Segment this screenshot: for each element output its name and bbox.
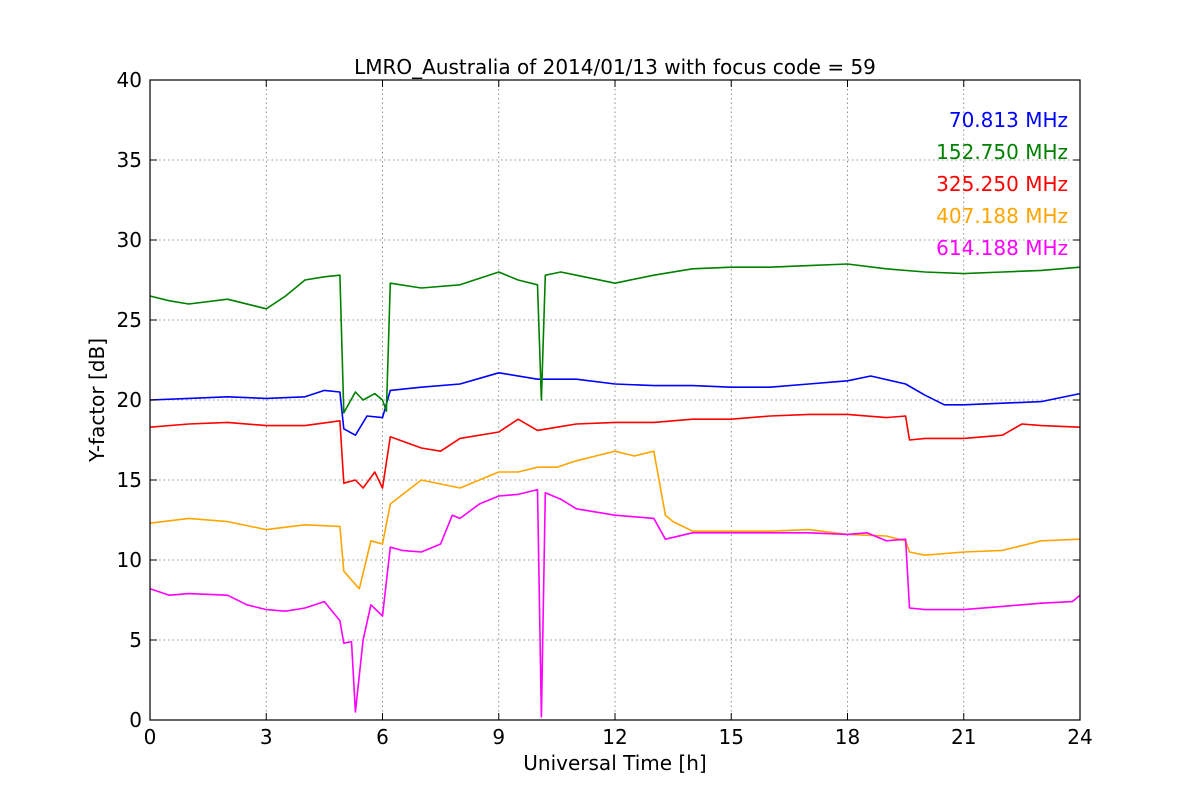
series-line-152-750-mhz xyxy=(149,263,1081,414)
series-group xyxy=(149,263,1081,718)
y-tick-label: 40 xyxy=(117,68,142,92)
legend-entry: 152.750 MHz xyxy=(936,140,1068,164)
x-tick-label: 18 xyxy=(835,725,860,749)
series-line-70-813-mhz xyxy=(149,371,1081,437)
x-tick-label: 9 xyxy=(492,725,505,749)
legend-entry: 70.813 MHz xyxy=(949,108,1068,132)
y-axis-label: Y-factor [dB] xyxy=(85,338,109,463)
y-tick-label: 35 xyxy=(117,148,142,172)
series-line-614-188-mhz xyxy=(149,488,1081,718)
y-tick-label: 30 xyxy=(117,228,142,252)
legend-entry: 614.188 MHz xyxy=(936,236,1068,260)
y-tick-label: 25 xyxy=(117,308,142,332)
y-tick-label: 20 xyxy=(117,388,142,412)
y-tick-label: 15 xyxy=(117,468,142,492)
x-tick-label: 3 xyxy=(260,725,273,749)
legend: 70.813 MHz 152.750 MHz 325.250 MHz 407.188 … xyxy=(936,108,1068,260)
legend-entry: 325.250 MHz xyxy=(936,172,1068,196)
x-tick-label: 24 xyxy=(1067,725,1092,749)
x-tick-label: 6 xyxy=(376,725,389,749)
x-tick-label: 15 xyxy=(719,725,744,749)
y-tick-label: 0 xyxy=(129,708,142,732)
x-axis-label: Universal Time [h] xyxy=(523,751,706,775)
x-tick-label: 21 xyxy=(951,725,976,749)
y-tick-label: 10 xyxy=(117,548,142,572)
y-axis: 0 5 10 15 20 25 30 35 40 xyxy=(117,68,1080,732)
x-tick-label: 12 xyxy=(602,725,627,749)
y-tick-label: 5 xyxy=(129,628,142,652)
legend-entry: 407.188 MHz xyxy=(936,204,1068,228)
series-line-325-250-mhz xyxy=(149,413,1081,489)
x-axis: 0 3 6 9 12 15 18 21 24 xyxy=(144,80,1093,749)
chart-title: LMRO_Australia of 2014/01/13 with focus … xyxy=(354,55,876,79)
x-tick-label: 0 xyxy=(144,725,157,749)
